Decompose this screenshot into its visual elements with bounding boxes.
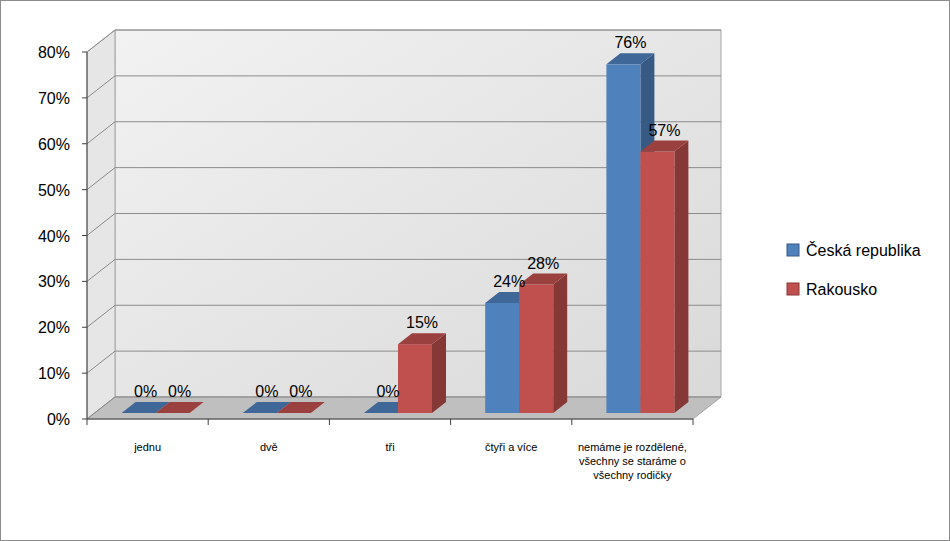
data-label: 28% — [527, 255, 559, 272]
bar — [640, 141, 688, 413]
legend-label: Česká republika — [806, 241, 921, 259]
bar — [156, 402, 204, 413]
label-line: všechny se staráme o — [579, 455, 686, 467]
bar-front — [485, 303, 519, 413]
y-tick — [82, 189, 87, 190]
bar — [277, 402, 325, 413]
x-tick — [693, 419, 694, 425]
label-line: nemáme je rozdělené, — [578, 441, 687, 453]
y-tick-label: 70% — [38, 90, 70, 107]
bar-top — [277, 402, 325, 413]
data-label: 24% — [493, 273, 525, 290]
x-tick-label: nemáme je rozdělené, všechny se staráme o… — [578, 441, 687, 481]
y-tick-label: 20% — [38, 319, 70, 336]
bar-side — [553, 274, 567, 413]
bar-front — [519, 285, 553, 413]
y-axis-line — [87, 52, 88, 419]
data-label: 57% — [648, 122, 680, 139]
x-tick-label: čtyři a více — [485, 441, 538, 453]
bar-top — [398, 333, 446, 344]
legend-swatch — [787, 283, 799, 295]
x-tick-label: tři — [385, 441, 394, 453]
y-tick — [82, 97, 87, 98]
bar — [519, 274, 567, 413]
data-label: 0% — [168, 383, 191, 400]
data-label: 0% — [134, 383, 157, 400]
grid-line — [87, 30, 721, 52]
bar-top — [640, 141, 688, 152]
x-axis-line — [87, 419, 693, 420]
bar-side — [674, 141, 688, 413]
label-line: tři — [385, 441, 394, 453]
data-label: 15% — [406, 314, 438, 331]
bar-front — [640, 152, 674, 413]
bar-front — [398, 344, 432, 413]
data-label: 76% — [614, 34, 646, 51]
x-tick — [87, 419, 88, 425]
label-line: čtyři a více — [485, 441, 538, 453]
y-tick — [82, 52, 87, 53]
legend-swatch — [787, 244, 799, 256]
data-label: 0% — [376, 383, 399, 400]
bar-front — [606, 64, 640, 413]
bar — [398, 333, 446, 413]
legend: Česká republika Rakousko — [787, 241, 921, 298]
y-tick-label: 60% — [38, 136, 70, 153]
y-tick — [82, 419, 87, 420]
x-tick — [208, 419, 209, 425]
y-tick-label: 30% — [38, 273, 70, 290]
y-tick — [82, 373, 87, 374]
data-labels: 0% 0% 0% 0% 0% 15% 24%28% 76% 57% — [134, 34, 680, 400]
chart-frame — [1, 1, 950, 541]
x-tick-label: dvě — [260, 441, 278, 453]
y-tick — [82, 235, 87, 236]
y-tick — [82, 281, 87, 282]
x-tick — [571, 419, 572, 425]
bars — [122, 53, 689, 413]
bar-side — [432, 333, 446, 413]
legend-label: Rakousko — [806, 281, 877, 298]
bar-top — [519, 274, 567, 285]
y-tick-label: 80% — [38, 44, 70, 61]
bar-top — [606, 53, 654, 64]
y-tick-label: 0% — [47, 411, 70, 428]
x-tick — [450, 419, 451, 425]
label-line: všechny rodičky — [593, 469, 672, 481]
data-label: 0% — [289, 383, 312, 400]
y-tick-label: 50% — [38, 182, 70, 199]
y-tick-label: 10% — [38, 365, 70, 382]
y-tick — [82, 327, 87, 328]
bar-top — [156, 402, 204, 413]
chart-container: 0% 10% 20% 30% 40% 50% 60% 70% 80% 0% 0% 0% 0% 0% 15% 2… — [0, 0, 950, 541]
chart-svg: 0% 10% 20% 30% 40% 50% 60% 70% 80% 0% 0% 0% 0% 0% 15% 2… — [0, 0, 950, 541]
label-line: jednu — [133, 441, 161, 453]
label-line: dvě — [260, 441, 278, 453]
x-tick-label: jednu — [133, 441, 161, 453]
y-tick — [82, 143, 87, 144]
data-label: 0% — [255, 383, 278, 400]
y-tick-label: 40% — [38, 228, 70, 245]
x-tick — [329, 419, 330, 425]
